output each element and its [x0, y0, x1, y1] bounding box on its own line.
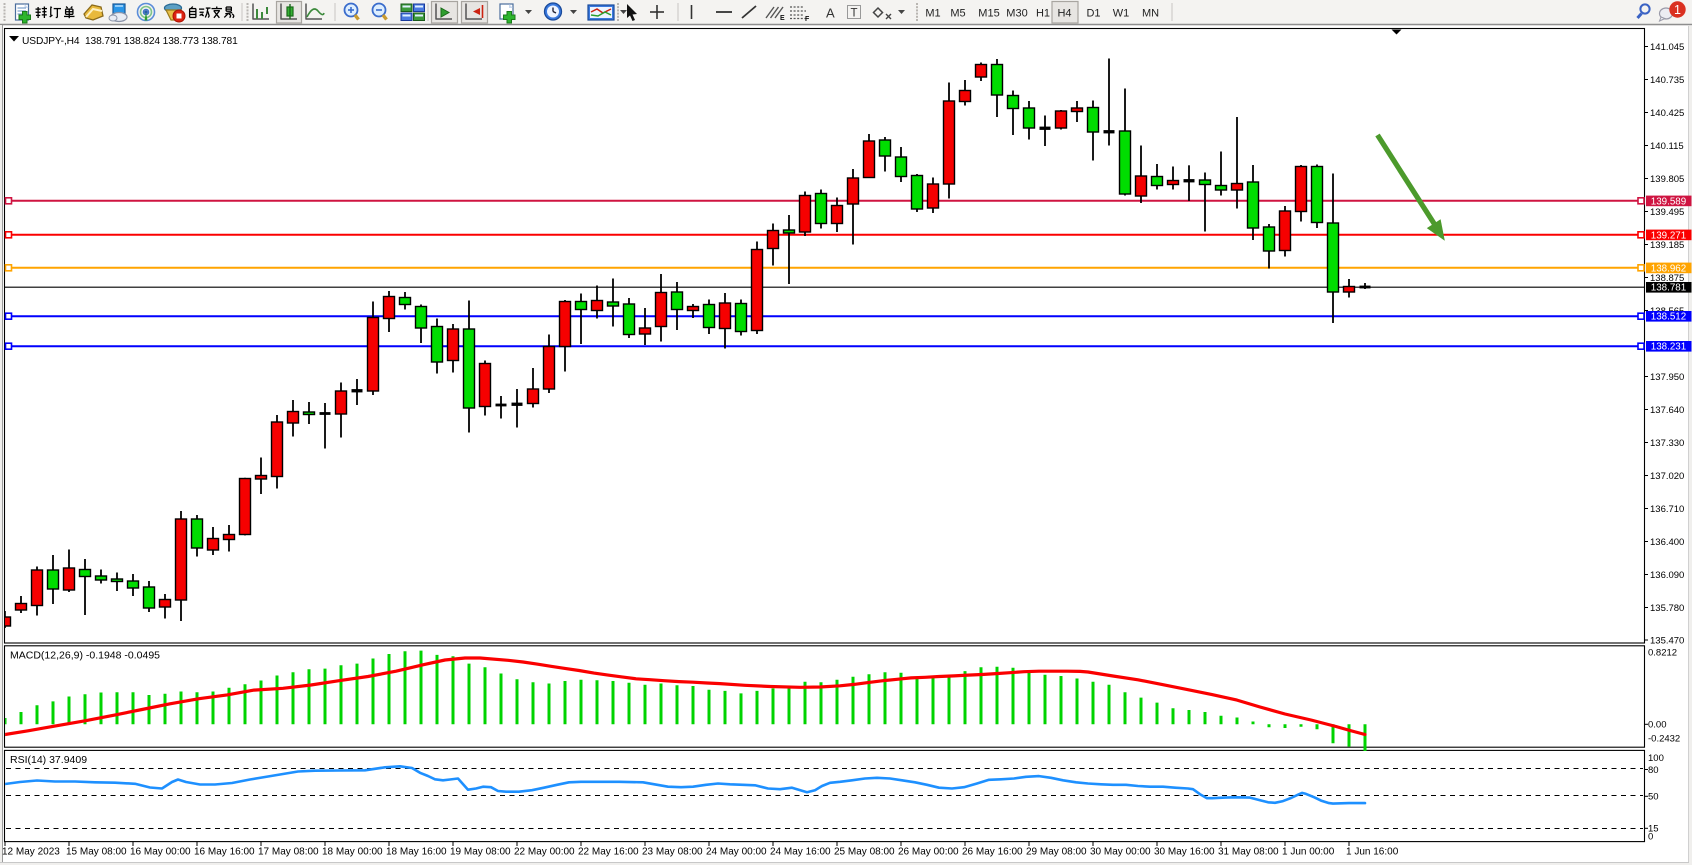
svg-text:140.115: 140.115 — [1650, 141, 1684, 152]
svg-text:139.589: 139.589 — [1651, 196, 1686, 207]
svg-text:USDJPY-,H4 138.791 138.824 13: USDJPY-,H4 138.791 138.824 138.773 138.7… — [22, 36, 238, 47]
svg-text:136.710: 136.710 — [1650, 504, 1684, 515]
svg-text:136.090: 136.090 — [1650, 570, 1684, 581]
svg-text:139.185: 139.185 — [1650, 240, 1684, 251]
svg-text:136.400: 136.400 — [1650, 537, 1684, 548]
svg-text:0.8212: 0.8212 — [1648, 648, 1677, 659]
svg-text:137.020: 137.020 — [1650, 471, 1684, 482]
svg-text:19 May 08:00: 19 May 08:00 — [450, 847, 511, 858]
svg-text:0: 0 — [1648, 832, 1653, 843]
svg-text:100: 100 — [1648, 753, 1664, 764]
svg-text:22 May 00:00: 22 May 00:00 — [514, 847, 575, 858]
svg-text:138.875: 138.875 — [1650, 273, 1684, 284]
svg-text:30 May 00:00: 30 May 00:00 — [1090, 847, 1151, 858]
svg-text:18 May 00:00: 18 May 00:00 — [322, 847, 383, 858]
svg-text:M30: M30 — [1006, 8, 1027, 20]
svg-text:135.470: 135.470 — [1650, 635, 1684, 646]
svg-text:M1: M1 — [925, 8, 940, 20]
svg-text:1 Jun 16:00: 1 Jun 16:00 — [1346, 847, 1399, 858]
svg-text:140.425: 140.425 — [1650, 108, 1684, 119]
svg-text:137.640: 137.640 — [1650, 405, 1684, 416]
svg-text:139.805: 139.805 — [1650, 174, 1684, 185]
svg-text:50: 50 — [1648, 792, 1659, 803]
svg-text:138.781: 138.781 — [1651, 283, 1686, 294]
svg-text:18 May 16:00: 18 May 16:00 — [386, 847, 447, 858]
svg-text:MN: MN — [1142, 8, 1159, 20]
svg-text:M15: M15 — [978, 8, 999, 20]
svg-text:30 May 16:00: 30 May 16:00 — [1154, 847, 1215, 858]
svg-text:16 May 16:00: 16 May 16:00 — [194, 847, 255, 858]
svg-text:0.00: 0.00 — [1648, 720, 1667, 731]
svg-text:24 May 00:00: 24 May 00:00 — [706, 847, 767, 858]
svg-text:T: T — [851, 8, 858, 20]
svg-text:H1: H1 — [1036, 8, 1050, 20]
svg-text:138.962: 138.962 — [1651, 263, 1686, 274]
svg-text:15 May 08:00: 15 May 08:00 — [66, 847, 127, 858]
svg-text:1 Jun 00:00: 1 Jun 00:00 — [1282, 847, 1335, 858]
svg-text:1: 1 — [1674, 3, 1681, 17]
svg-text:-0.2432: -0.2432 — [1648, 734, 1680, 745]
svg-text:26 May 00:00: 26 May 00:00 — [898, 847, 959, 858]
svg-text:139.271: 139.271 — [1651, 230, 1686, 241]
svg-text:135.780: 135.780 — [1650, 603, 1684, 614]
svg-text:16 May 00:00: 16 May 00:00 — [130, 847, 191, 858]
svg-text:137.950: 137.950 — [1650, 372, 1684, 383]
svg-text:140.735: 140.735 — [1650, 75, 1684, 86]
svg-text:31 May 08:00: 31 May 08:00 — [1218, 847, 1279, 858]
svg-text:RSI(14) 37.9409: RSI(14) 37.9409 — [10, 754, 87, 766]
svg-text:E: E — [780, 15, 785, 22]
svg-text:80: 80 — [1648, 765, 1659, 776]
svg-text:15: 15 — [1648, 824, 1659, 835]
svg-text:22 May 16:00: 22 May 16:00 — [578, 847, 639, 858]
svg-text:141.045: 141.045 — [1650, 42, 1684, 53]
svg-text:H4: H4 — [1057, 8, 1071, 20]
svg-text:F: F — [805, 16, 810, 23]
svg-text:139.495: 139.495 — [1650, 207, 1684, 218]
svg-text:12 May 2023: 12 May 2023 — [2, 847, 60, 858]
svg-text:MACD(12,26,9) -0.1948 -0.0495: MACD(12,26,9) -0.1948 -0.0495 — [10, 650, 160, 662]
svg-text:137.330: 137.330 — [1650, 438, 1684, 449]
svg-text:M5: M5 — [950, 8, 965, 20]
svg-text:D1: D1 — [1086, 8, 1100, 20]
svg-text:25 May 08:00: 25 May 08:00 — [834, 847, 895, 858]
svg-text:17 May 08:00: 17 May 08:00 — [258, 847, 319, 858]
svg-text:A: A — [826, 6, 835, 21]
svg-text:138.512: 138.512 — [1651, 312, 1686, 323]
svg-text:26 May 16:00: 26 May 16:00 — [962, 847, 1023, 858]
svg-text:W1: W1 — [1113, 8, 1130, 20]
svg-text:23 May 08:00: 23 May 08:00 — [642, 847, 703, 858]
svg-text:24 May 16:00: 24 May 16:00 — [770, 847, 831, 858]
svg-text:29 May 08:00: 29 May 08:00 — [1026, 847, 1087, 858]
svg-text:138.231: 138.231 — [1651, 342, 1686, 353]
